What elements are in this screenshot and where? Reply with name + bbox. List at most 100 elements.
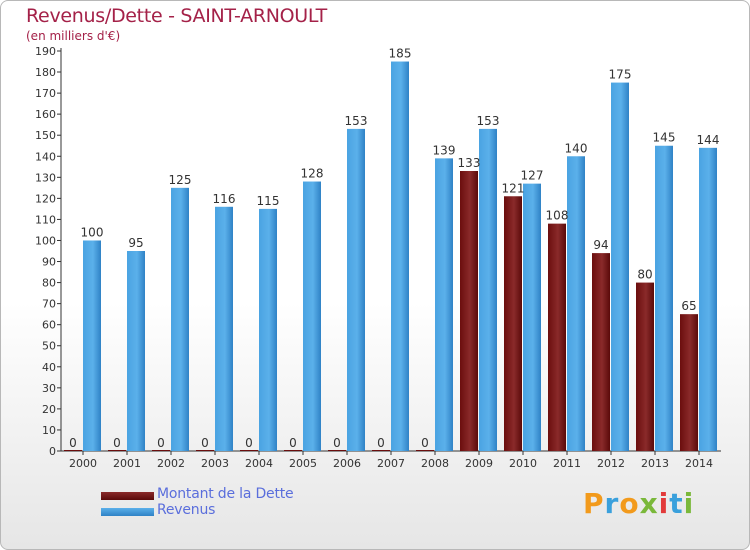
bar-dette	[548, 223, 566, 451]
bar-dette-baseline	[416, 450, 434, 451]
data-label-revenus: 128	[301, 167, 324, 181]
bar-revenus	[215, 206, 233, 451]
y-tick-label: 40	[42, 361, 56, 374]
data-label-revenus: 145	[653, 131, 676, 145]
y-tick-label: 10	[42, 424, 56, 437]
data-label-revenus: 115	[257, 194, 280, 208]
legend-swatch-dette	[101, 492, 154, 500]
bar-dette	[460, 171, 478, 451]
y-tick-label: 90	[42, 256, 56, 269]
y-tick-label: 80	[42, 277, 56, 290]
x-tick-label: 2011	[553, 457, 581, 470]
chart-subtitle: (en milliers d'€)	[26, 29, 121, 43]
bar-dette-baseline	[372, 450, 390, 451]
bar-dette-baseline	[152, 450, 170, 451]
bar-revenus	[611, 82, 629, 451]
y-tick-label: 110	[35, 213, 56, 226]
y-tick-label: 150	[35, 129, 56, 142]
x-tick-label: 2003	[201, 457, 229, 470]
logo-letter: x	[639, 487, 659, 520]
x-tick-label: 2002	[157, 457, 185, 470]
x-tick-label: 2009	[465, 457, 493, 470]
bar-revenus	[479, 128, 497, 451]
logo-letter: P	[583, 487, 605, 520]
bar-revenus	[83, 240, 101, 451]
data-label-revenus: 127	[521, 169, 544, 183]
data-label-dette: 0	[157, 436, 165, 450]
bar-dette-baseline	[240, 450, 258, 451]
data-label-revenus: 185	[389, 47, 412, 61]
y-tick-label: 60	[42, 319, 56, 332]
proxiti-logo: Proxiti	[583, 487, 694, 520]
y-tick-label: 20	[42, 403, 56, 416]
bar-dette-baseline	[64, 450, 82, 451]
bar-dette	[592, 253, 610, 451]
x-tick-label: 2005	[289, 457, 317, 470]
y-tick-label: 70	[42, 298, 56, 311]
bar-revenus	[303, 181, 321, 452]
data-label-revenus: 144	[697, 133, 720, 147]
y-tick-label: 0	[49, 445, 56, 458]
bar-dette-baseline	[196, 450, 214, 451]
data-label-dette: 0	[69, 436, 77, 450]
y-tick-label: 170	[35, 87, 56, 100]
x-tick-label: 2000	[69, 457, 97, 470]
y-tick-label: 130	[35, 171, 56, 184]
data-label-dette: 133	[458, 156, 481, 170]
bar-dette-baseline	[328, 450, 346, 451]
data-label-dette: 0	[113, 436, 121, 450]
legend-swatch-revenus	[101, 508, 154, 516]
logo-letter: i	[658, 487, 670, 520]
data-label-dette: 0	[289, 436, 297, 450]
bar-revenus	[655, 145, 673, 451]
bar-dette-baseline	[284, 450, 302, 451]
x-tick-label: 2013	[641, 457, 669, 470]
data-label-dette: 0	[421, 436, 429, 450]
logo-letter: r	[604, 487, 620, 520]
bar-revenus	[347, 128, 365, 451]
x-tick-label: 2014	[685, 457, 713, 470]
x-tick-label: 2006	[333, 457, 361, 470]
bar-revenus	[699, 147, 717, 451]
bar-revenus	[435, 158, 453, 452]
data-label-dette: 108	[546, 209, 569, 223]
data-label-revenus: 140	[565, 141, 588, 155]
bars	[64, 61, 717, 452]
bar-dette	[636, 282, 654, 451]
y-tick-label: 30	[42, 382, 56, 395]
data-label-revenus: 125	[169, 173, 192, 187]
logo-letter: t	[669, 487, 684, 520]
y-tick-label: 140	[35, 150, 56, 163]
bar-revenus	[127, 251, 145, 451]
y-tick-label: 120	[35, 192, 56, 205]
y-tick-label: 190	[35, 45, 56, 58]
data-label-revenus: 116	[213, 192, 236, 206]
y-tick-label: 100	[35, 234, 56, 247]
x-tick-label: 2008	[421, 457, 449, 470]
chart-title: Revenus/Dette - SAINT-ARNOULT	[26, 5, 327, 27]
data-label-dette: 121	[502, 181, 525, 195]
logo-letter: o	[619, 487, 640, 520]
legend-label-revenus: Revenus	[157, 502, 216, 518]
x-tick-label: 2012	[597, 457, 625, 470]
data-label-dette: 80	[637, 268, 652, 282]
bar-revenus	[391, 61, 409, 452]
data-label-dette: 0	[245, 436, 253, 450]
data-label-dette: 65	[681, 299, 696, 313]
bar-revenus	[567, 156, 585, 451]
data-label-dette: 0	[333, 436, 341, 450]
bar-dette	[504, 196, 522, 451]
bar-dette	[680, 314, 698, 451]
bar-revenus	[259, 208, 277, 451]
data-label-revenus: 153	[477, 114, 500, 128]
data-label-revenus: 175	[609, 68, 632, 82]
y-tick-label: 160	[35, 108, 56, 121]
bar-revenus	[523, 183, 541, 451]
x-tick-label: 2004	[245, 457, 273, 470]
data-label-revenus: 100	[81, 225, 104, 239]
data-label-dette: 0	[377, 436, 385, 450]
y-tick-label: 180	[35, 66, 56, 79]
